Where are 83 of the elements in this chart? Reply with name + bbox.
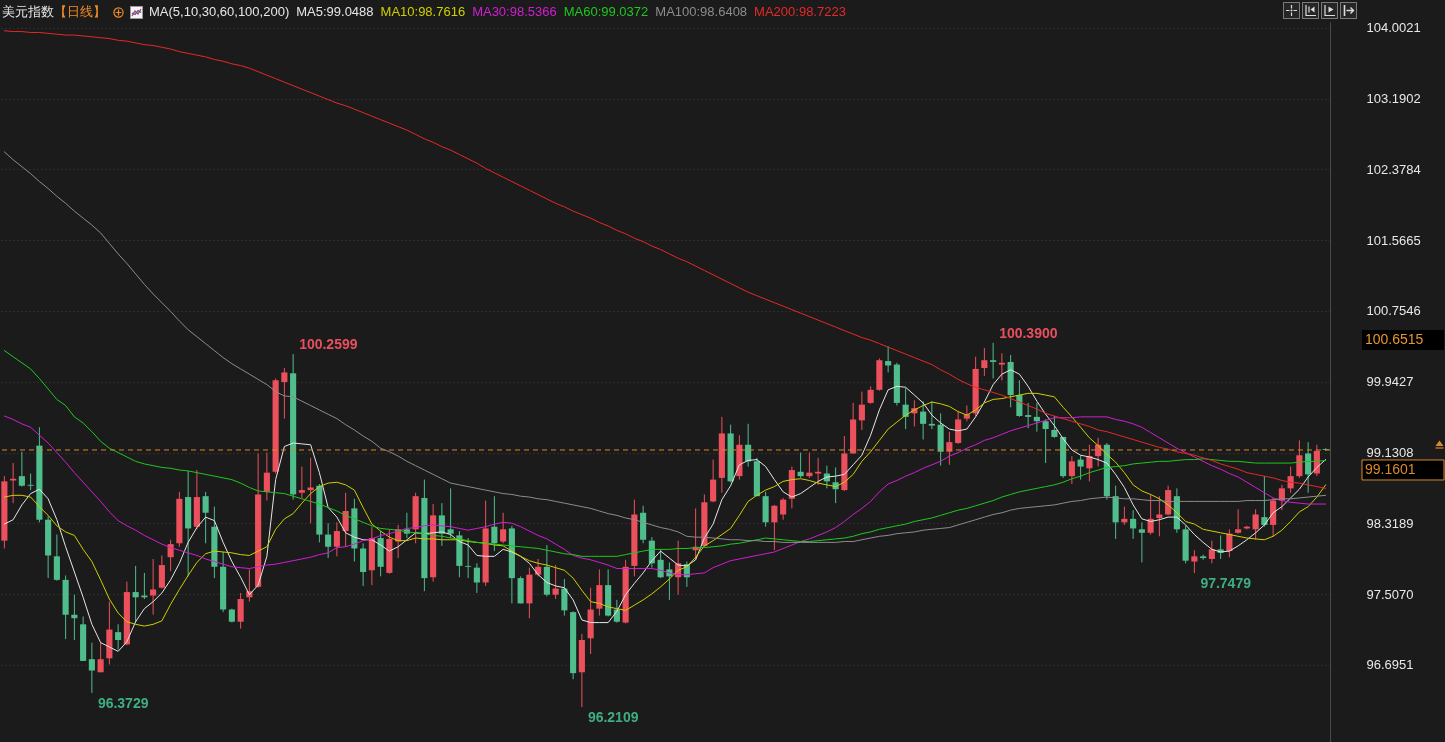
candlestick bbox=[298, 466, 305, 499]
candlestick bbox=[132, 565, 139, 624]
candlestick bbox=[53, 534, 60, 582]
y-tick-label: 104.0021 bbox=[1366, 20, 1421, 36]
annotation: 100.2599 bbox=[299, 336, 358, 353]
line-series bbox=[3, 392, 1327, 627]
candlestick bbox=[1235, 508, 1242, 535]
annotation: 96.3729 bbox=[97, 694, 149, 711]
y-tick-label: 102.3784 bbox=[1366, 161, 1421, 177]
candlestick bbox=[1261, 475, 1268, 528]
candlestick bbox=[1077, 454, 1084, 481]
candlestick bbox=[815, 457, 822, 486]
candlestick bbox=[1042, 418, 1049, 464]
candlestick bbox=[1156, 495, 1163, 537]
y-tick-label: 101.5665 bbox=[1366, 232, 1421, 248]
annotation: 97.7479 bbox=[1200, 575, 1252, 592]
candlestick bbox=[552, 564, 559, 600]
candlestick bbox=[88, 642, 95, 694]
candlestick bbox=[981, 347, 988, 377]
line-series bbox=[3, 30, 1327, 489]
candlestick bbox=[465, 537, 472, 579]
candlestick bbox=[710, 459, 717, 503]
candlestick bbox=[990, 342, 997, 380]
y-tick-label: 99.1308 bbox=[1366, 445, 1414, 461]
candlestick bbox=[1200, 554, 1207, 561]
y-tick-label: 103.1902 bbox=[1366, 91, 1421, 107]
candlestick bbox=[561, 578, 568, 617]
text: MA100:98.6408 bbox=[655, 4, 748, 20]
candlestick bbox=[360, 542, 367, 587]
text: MA30:98.5366 bbox=[472, 4, 557, 20]
candlestick bbox=[115, 623, 122, 651]
line-series bbox=[3, 369, 1327, 652]
candlestick bbox=[202, 491, 209, 544]
candlestick bbox=[1252, 508, 1259, 541]
candlestick bbox=[1138, 521, 1145, 563]
candlestick bbox=[97, 642, 104, 673]
text: MA200:98.7223 bbox=[754, 4, 846, 20]
line-series bbox=[3, 151, 1327, 543]
candlestick bbox=[928, 400, 935, 430]
candlestick bbox=[1068, 455, 1075, 485]
candlestick bbox=[1051, 415, 1058, 439]
candlestick bbox=[1191, 549, 1198, 574]
y-tick-label: 98.3189 bbox=[1366, 515, 1414, 531]
candlestick bbox=[237, 592, 244, 630]
candlestick bbox=[307, 457, 314, 524]
candlestick bbox=[325, 522, 332, 559]
candlestick bbox=[281, 367, 288, 420]
candlestick bbox=[780, 497, 787, 521]
candlestick bbox=[1305, 441, 1312, 494]
legend-title: MA(5,10,30,60,100,200) bbox=[149, 4, 290, 20]
candlestick bbox=[473, 562, 480, 594]
candlestick bbox=[1025, 402, 1032, 429]
candlestick bbox=[18, 451, 25, 488]
candlestick bbox=[1296, 439, 1303, 479]
candlestick bbox=[771, 504, 778, 551]
candlestick bbox=[491, 495, 498, 552]
text: 100.6515 bbox=[1365, 330, 1424, 347]
chart-title: 美元指数 bbox=[2, 4, 54, 20]
text: MA5:99.0488 bbox=[296, 4, 374, 20]
candlestick bbox=[500, 512, 507, 544]
candlestick bbox=[858, 391, 865, 431]
candlestick bbox=[150, 558, 157, 616]
candlestick bbox=[1208, 540, 1215, 564]
candlestick bbox=[263, 452, 270, 502]
candlestick bbox=[596, 568, 603, 617]
text: MA10:98.7616 bbox=[380, 4, 466, 20]
annotation: 96.2109 bbox=[587, 709, 639, 726]
candlestick bbox=[158, 554, 165, 590]
y-tick-label: 97.5070 bbox=[1366, 586, 1414, 602]
y-tick-label: 99.9427 bbox=[1366, 374, 1414, 390]
text: MA60:99.0372 bbox=[563, 4, 649, 20]
candlestick bbox=[1130, 509, 1137, 540]
candlestick bbox=[447, 487, 454, 539]
y-tick-label: 100.7546 bbox=[1366, 303, 1421, 319]
candlestick bbox=[920, 400, 927, 441]
candlestick bbox=[955, 411, 962, 445]
y-tick-label: 96.6951 bbox=[1366, 657, 1414, 673]
chart-subtitle: 【日线】 bbox=[54, 4, 106, 20]
candlestick bbox=[998, 352, 1005, 381]
line-series bbox=[3, 415, 1327, 576]
annotation: 100.3900 bbox=[999, 324, 1058, 341]
candlestick bbox=[333, 521, 340, 557]
ref-line-label: 99.1601 bbox=[1365, 460, 1416, 477]
